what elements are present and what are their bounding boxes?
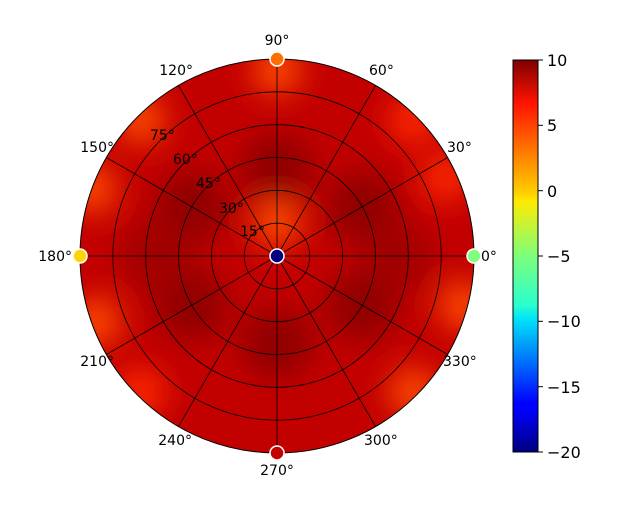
angular-tick-label: 300°: [364, 433, 398, 449]
angular-grid-line: [178, 85, 278, 257]
data-marker: [72, 248, 88, 264]
angular-tick-label: 150°: [80, 140, 114, 156]
angular-tick-label: 330°: [443, 354, 477, 370]
heatmap-region: [389, 95, 438, 144]
colorbar-tick-label: −20: [547, 443, 581, 462]
angular-tick-label: 60°: [369, 63, 394, 79]
angular-tick-label: 210°: [80, 354, 114, 370]
data-marker: [269, 248, 285, 264]
angular-tick-label: 30°: [447, 140, 472, 156]
polar-grid: [80, 59, 474, 453]
heatmap-region: [389, 368, 438, 417]
angular-grid-line: [276, 85, 376, 257]
radial-tick-label: 15°: [240, 224, 265, 240]
radial-tick-label: 60°: [173, 152, 198, 168]
colorbar-tick-label: 5: [547, 116, 557, 135]
colorbar-tick-label: 0: [547, 182, 557, 201]
angular-grid-line: [276, 157, 448, 257]
angular-grid-line: [276, 255, 376, 427]
colorbar: 10 5 0 −5 −10 −15 −20: [512, 51, 581, 462]
data-marker: [466, 248, 482, 264]
angular-tick-label: 180°: [38, 249, 72, 265]
heatmap-region: [116, 368, 165, 417]
angular-tick-labels: 0° 30° 60° 90° 120° 150° 180° 210° 240° …: [38, 33, 497, 479]
radial-tick-labels: 15° 30° 45° 60° 75°: [150, 128, 265, 240]
colorbar-tick-label: −5: [547, 247, 571, 266]
colorbar-tick-label: 10: [547, 51, 567, 70]
angular-tick-label: 240°: [158, 433, 192, 449]
angular-tick-label: 0°: [481, 249, 497, 265]
angular-grid-line: [106, 157, 278, 257]
data-markers: [72, 51, 482, 461]
angular-grid-line: [276, 255, 448, 355]
colorbar-tick-label: −10: [547, 312, 581, 331]
angular-grid-line: [106, 255, 278, 355]
angular-tick-label: 90°: [265, 33, 290, 49]
heatmap-region: [80, 297, 120, 346]
radial-tick-label: 75°: [150, 128, 175, 144]
data-marker: [269, 445, 285, 461]
angular-grid-line: [178, 255, 278, 427]
angular-tick-label: 120°: [159, 63, 193, 79]
heatmap-region: [439, 281, 474, 330]
data-marker: [269, 51, 285, 67]
angular-tick-label: 270°: [260, 463, 294, 479]
radial-tick-label: 30°: [219, 201, 244, 217]
colorbar-tick-label: −15: [547, 378, 581, 397]
colorbar-gradient-bar: [512, 59, 539, 453]
colorbar-ticks: [538, 59, 543, 453]
radial-tick-label: 45°: [196, 176, 221, 192]
